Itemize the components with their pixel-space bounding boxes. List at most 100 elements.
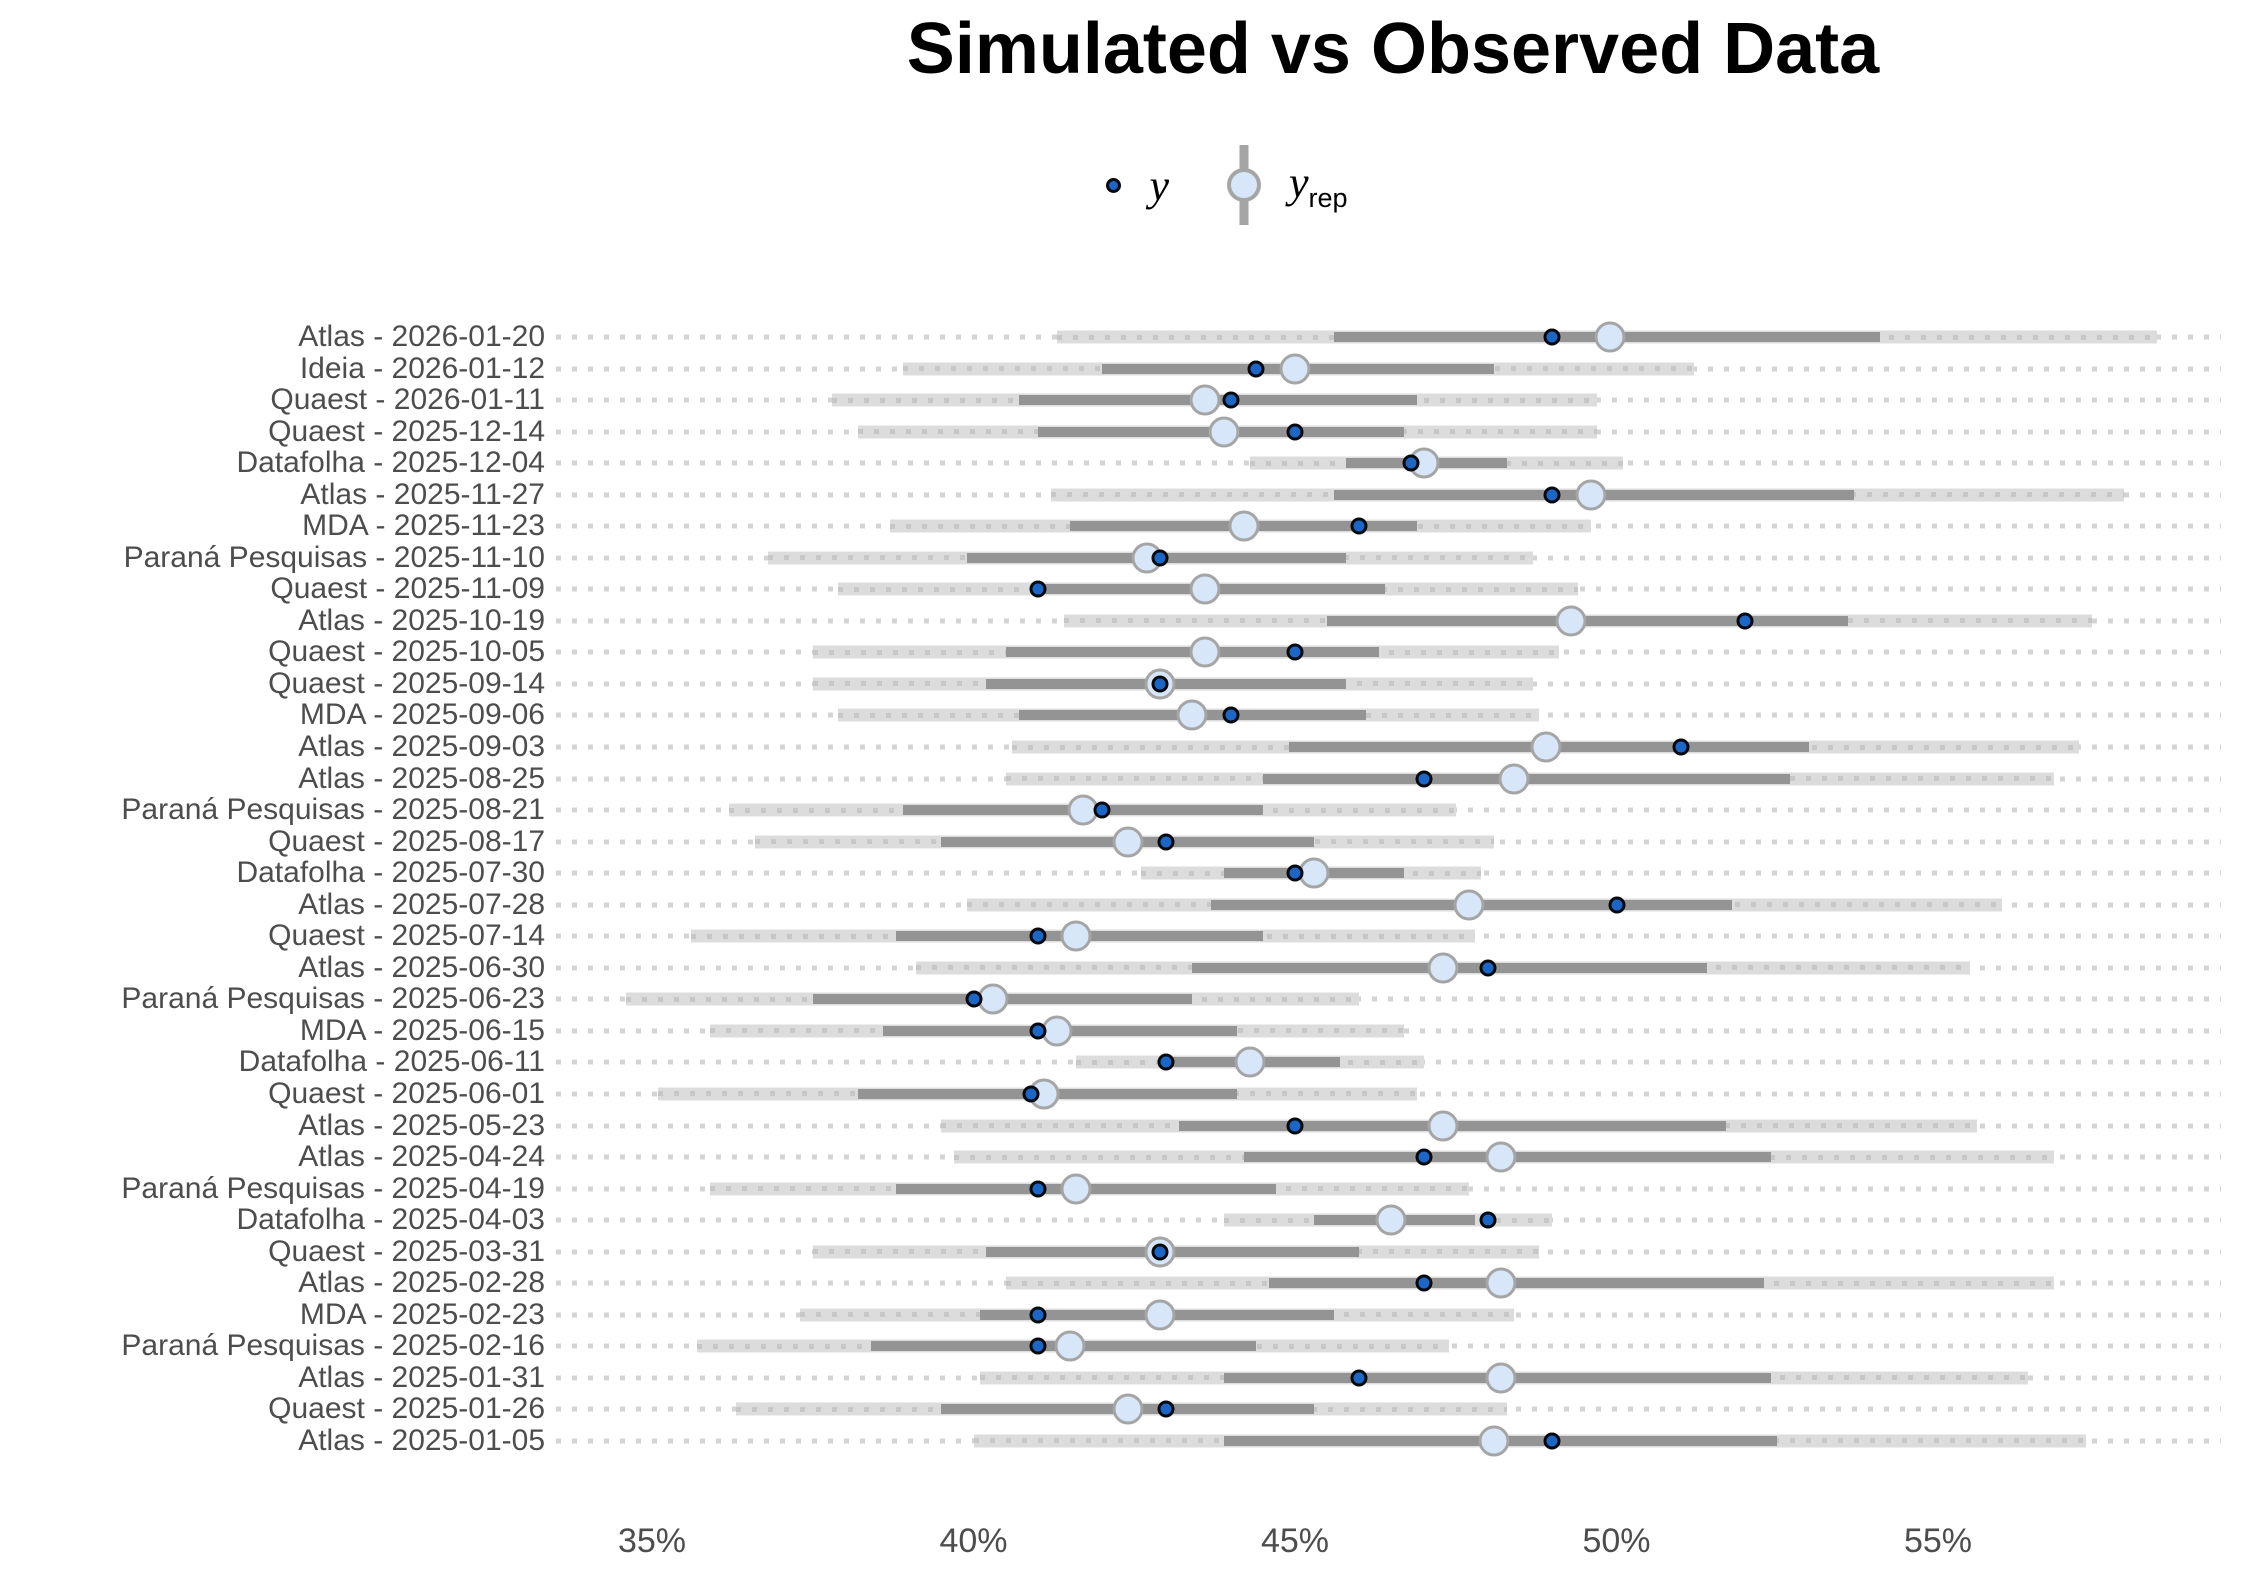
legend: y yrep [100,140,2254,230]
y-point [1479,959,1497,977]
row-label: Quaest - 2025-06-01 [268,1076,545,1110]
yrep-point [1485,1141,1517,1173]
y-point [1479,1211,1497,1229]
yrep-point [1176,699,1208,731]
yrep-point [1298,857,1330,889]
yrep-point-icon [1226,145,1261,225]
y-point [1543,328,1561,346]
legend-item-yrep: yrep [1226,145,1348,225]
row-label: Quaest - 2025-07-14 [268,919,545,953]
x-tick-label: 55% [1903,1522,1973,1560]
yrep-point [1555,605,1587,637]
y-point [1402,454,1420,472]
row-label: Quaest - 2025-01-26 [268,1392,545,1426]
yrep-point [1234,1046,1266,1078]
row-label: Atlas - 2025-10-19 [298,603,545,637]
yrep-point [1575,479,1607,511]
y-point [1157,1053,1175,1071]
y-point [1093,801,1111,819]
row-label: Quaest - 2025-12-14 [268,414,545,448]
x-tick-label: 35% [617,1522,687,1560]
yrep-point [1279,353,1311,385]
y-point [1286,864,1304,882]
yrep-point [1144,1299,1176,1331]
y-point [1672,738,1690,756]
row-label: MDA - 2025-09-06 [299,698,545,732]
y-point [1286,643,1304,661]
row-label: Paraná Pesquisas - 2025-11-10 [123,540,545,574]
y-point [1222,391,1240,409]
yrep-point [1594,321,1626,353]
row-dotted-line [555,996,2221,1002]
x-tick-label: 45% [1260,1522,1330,1560]
y-point [1157,1400,1175,1418]
legend-label-yrep: yrep [1288,157,1348,213]
y-point [1151,1243,1169,1261]
x-tick-label: 50% [1582,1522,1651,1560]
row-label: Atlas - 2025-04-24 [298,1140,545,1174]
legend-label-y: y [1149,160,1169,210]
row-label: Ideia - 2026-01-12 [299,351,545,385]
row-label: Paraná Pesquisas - 2025-08-21 [121,793,545,827]
y-point [1151,549,1169,567]
yrep-point [1208,416,1240,448]
row-label: MDA - 2025-06-15 [299,1013,545,1047]
row-label: Atlas - 2025-01-31 [298,1360,545,1394]
yrep-point [1375,1204,1407,1236]
x-tick-label: 40% [939,1522,1008,1560]
row-label: MDA - 2025-02-23 [299,1297,545,1331]
legend-item-y: y [1106,160,1169,211]
yrep-point [1485,1362,1517,1394]
row-label: Quaest - 2025-03-31 [268,1234,545,1268]
y-point [1415,1148,1433,1166]
yrep-point [1060,1173,1092,1205]
row-label: Quaest - 2025-11-09 [270,572,545,606]
y-point [1608,896,1625,914]
y-point [1151,675,1169,693]
chart-title: Simulated vs Observed Data [906,9,1880,89]
yrep-point [1144,1236,1176,1268]
row-label: Datafolha - 2025-07-30 [236,856,545,890]
y-point [1247,360,1265,378]
y-point [1029,580,1047,598]
y-point [1022,1085,1040,1103]
y-point-icon [1106,177,1122,193]
row-label: Atlas - 2025-07-28 [298,887,545,921]
yrep-point [1478,1425,1510,1457]
row-label: Atlas - 2025-11-27 [300,477,545,511]
row-label: Atlas - 2025-09-03 [298,730,545,764]
row-label: Paraná Pesquisas - 2025-04-19 [121,1171,545,1205]
y-point [1029,1022,1047,1040]
y-point [1415,1274,1433,1292]
y-point [1543,1432,1561,1450]
y-point [965,990,982,1008]
row-label: Quaest - 2025-08-17 [268,824,545,858]
yrep-point [1189,573,1221,605]
row-label: Atlas - 2025-01-05 [298,1423,545,1457]
row-label: MDA - 2025-11-23 [302,509,545,543]
row-label: Atlas - 2025-06-30 [298,950,545,984]
yrep-point [1427,1110,1459,1141]
row-label: Quaest - 2025-09-14 [268,666,545,700]
yrep-point [1112,826,1144,858]
y-point [1286,423,1304,441]
inner-interval-band [1269,1278,1765,1289]
row-label: Datafolha - 2025-12-04 [236,446,545,480]
y-point [1736,612,1754,630]
yrep-point [1530,731,1562,763]
yrep-point [1485,1267,1517,1299]
y-point [1029,1337,1047,1355]
row-label: Atlas - 2025-08-25 [298,761,545,795]
row-label: Paraná Pesquisas - 2025-06-23 [121,982,545,1016]
y-point [1543,486,1561,504]
row-label: Atlas - 2025-02-28 [298,1266,545,1300]
row-label: Quaest - 2026-01-11 [270,383,545,417]
yrep-point [1453,889,1485,921]
y-point [1029,1306,1047,1324]
y-point [1029,1180,1047,1198]
y-point [1286,1117,1304,1134]
yrep-point [1041,1015,1073,1047]
y-point [1157,833,1175,851]
row-label: Atlas - 2025-05-23 [298,1108,545,1142]
